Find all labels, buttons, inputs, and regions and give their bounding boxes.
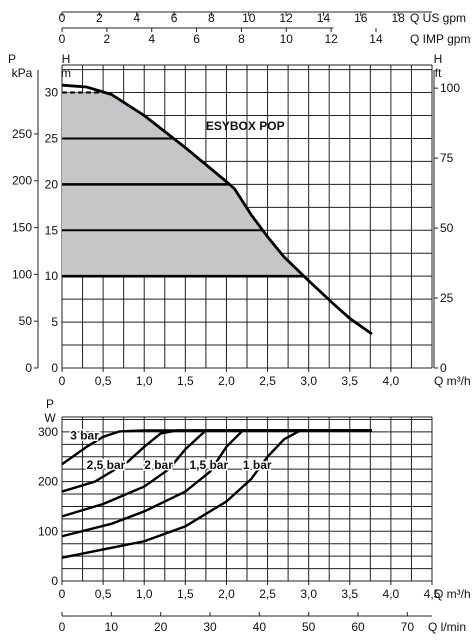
imp-gpm-tick-label: 14 xyxy=(369,32,383,46)
imp-gpm-tick-label: 10 xyxy=(280,32,294,46)
x-tick-label: 3,5 xyxy=(341,587,358,601)
lmin-axis-label: Q l/min xyxy=(428,620,466,634)
lmin-tick-label: 50 xyxy=(302,620,316,634)
kpa-tick-label: 100 xyxy=(12,267,32,281)
imp-gpm-tick-label: 6 xyxy=(193,32,200,46)
y-tick-label: 300 xyxy=(38,425,58,439)
x-tick-label: 0 xyxy=(59,374,66,388)
kpa-tick-label: 200 xyxy=(12,174,32,188)
axis-layer xyxy=(34,11,438,617)
y-tick-label: 15 xyxy=(45,223,59,237)
label-layer: ESYBOX POP 0 0,5 1,0 1,5 2,0 2,5 3,0 3,5 4,0 Q m³/… xyxy=(8,11,471,634)
series-label: 2 bar xyxy=(144,458,173,472)
y-tick-label: 5 xyxy=(51,315,58,329)
us-gpm-tick-label: 6 xyxy=(171,11,178,25)
x-tick-label: 0,5 xyxy=(95,587,112,601)
x-tick-label: 2,0 xyxy=(218,587,235,601)
us-gpm-tick-label: 16 xyxy=(354,11,368,25)
lmin-tick-label: 70 xyxy=(401,620,415,634)
y-tick-label: 200 xyxy=(38,475,58,489)
y-axis-unit: W xyxy=(44,411,56,425)
x-axis-label: Q m³/h xyxy=(434,587,471,601)
imp-gpm-tick-label: 8 xyxy=(238,32,245,46)
lmin-tick-label: 10 xyxy=(105,620,119,634)
us-gpm-axis-label: Q US gpm xyxy=(410,11,466,25)
imp-gpm-tick-label: 0 xyxy=(59,32,66,46)
y-axis-label: P xyxy=(46,397,54,411)
x-tick-label: 1,0 xyxy=(136,587,153,601)
y-tick-label: 100 xyxy=(38,524,58,538)
x-tick-label: 0,5 xyxy=(95,374,112,388)
lmin-tick-label: 20 xyxy=(154,620,168,634)
ft-tick-label: 50 xyxy=(440,221,454,235)
us-gpm-tick-label: 2 xyxy=(96,11,103,25)
x-tick-label: 1,5 xyxy=(177,374,194,388)
y-tick-label: 25 xyxy=(45,131,59,145)
imp-gpm-tick-label: 12 xyxy=(324,32,338,46)
chart-title: ESYBOX POP xyxy=(206,119,285,133)
lmin-tick-label: 40 xyxy=(253,620,267,634)
y-tick-label: 20 xyxy=(45,177,59,191)
ft-axis-unit: ft xyxy=(435,66,442,80)
us-gpm-tick-label: 4 xyxy=(133,11,140,25)
lmin-tick-label: 0 xyxy=(59,620,66,634)
y-tick-label: 30 xyxy=(45,86,59,100)
us-gpm-tick-label: 12 xyxy=(279,11,293,25)
us-gpm-tick-label: 8 xyxy=(208,11,215,25)
us-gpm-tick-label: 10 xyxy=(242,11,256,25)
kpa-tick-label: 0 xyxy=(25,361,32,375)
power-curve-line xyxy=(61,429,372,538)
us-gpm-tick-label: 0 xyxy=(59,11,66,25)
kpa-axis-unit: kPa xyxy=(12,66,33,80)
x-tick-label: 3,0 xyxy=(300,587,317,601)
x-tick-label: 4,0 xyxy=(383,374,400,388)
ft-tick-label: 25 xyxy=(440,291,454,305)
x-tick-label: 2,0 xyxy=(218,374,235,388)
series-label: 1,5 bar xyxy=(189,458,228,472)
y-axis-label: H xyxy=(62,52,71,66)
series-layer xyxy=(61,83,373,559)
us-gpm-tick-label: 14 xyxy=(317,11,331,25)
x-tick-label: 0 xyxy=(59,587,66,601)
ft-tick-label: 75 xyxy=(440,151,454,165)
us-gpm-tick-label: 18 xyxy=(391,11,405,25)
lmin-tick-label: 60 xyxy=(351,620,365,634)
x-tick-label: 1,5 xyxy=(177,587,194,601)
ft-tick-label: 0 xyxy=(440,361,447,375)
pump-curve-line xyxy=(61,83,373,336)
power-curve-line xyxy=(61,429,372,493)
ft-tick-label: 100 xyxy=(440,81,460,95)
imp-gpm-axis-label: Q IMP gpm xyxy=(410,32,470,46)
x-axis-label: Q m³/h xyxy=(434,374,471,388)
kpa-axis-label: P xyxy=(8,52,16,66)
y-tick-label: 0 xyxy=(51,361,58,375)
series-label: 2,5 bar xyxy=(87,458,126,472)
kpa-tick-label: 250 xyxy=(12,127,32,141)
x-tick-label: 2,5 xyxy=(259,587,276,601)
series-label: 3 bar xyxy=(70,428,99,442)
kpa-tick-label: 150 xyxy=(12,221,32,235)
y-tick-label: 10 xyxy=(45,269,59,283)
imp-gpm-tick-label: 2 xyxy=(104,32,111,46)
x-tick-label: 1,0 xyxy=(136,374,153,388)
imp-gpm-tick-label: 4 xyxy=(148,32,155,46)
x-tick-label: 3,5 xyxy=(341,374,358,388)
power-curve-line xyxy=(61,429,372,559)
lmin-tick-label: 30 xyxy=(203,620,217,634)
series-label: 1 bar xyxy=(243,458,272,472)
y-tick-label: 0 xyxy=(51,574,58,588)
x-tick-label: 2,5 xyxy=(259,374,276,388)
x-tick-label: 4,0 xyxy=(383,587,400,601)
ft-axis-label: H xyxy=(434,52,443,66)
power-curve-line xyxy=(61,429,372,518)
x-tick-label: 4,5 xyxy=(424,587,441,601)
y-axis-unit: m xyxy=(61,66,71,80)
kpa-tick-label: 50 xyxy=(19,314,33,328)
x-tick-label: 3,0 xyxy=(300,374,317,388)
